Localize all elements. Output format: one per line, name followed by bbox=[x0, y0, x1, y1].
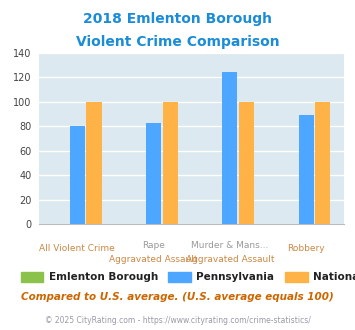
Bar bbox=[163, 102, 178, 224]
Bar bbox=[87, 102, 102, 224]
Text: © 2025 CityRating.com - https://www.cityrating.com/crime-statistics/: © 2025 CityRating.com - https://www.city… bbox=[45, 316, 310, 325]
Bar bbox=[70, 126, 85, 224]
Text: Violent Crime Comparison: Violent Crime Comparison bbox=[76, 35, 279, 49]
Text: Aggravated Assault: Aggravated Assault bbox=[109, 255, 198, 264]
Text: Murder & Mans...: Murder & Mans... bbox=[191, 241, 268, 250]
Text: Robbery: Robbery bbox=[287, 244, 325, 253]
Bar bbox=[315, 102, 331, 224]
Bar bbox=[239, 102, 254, 224]
Bar bbox=[222, 72, 237, 224]
Text: Aggravated Assault: Aggravated Assault bbox=[186, 255, 274, 264]
Bar bbox=[299, 115, 314, 224]
Bar bbox=[146, 123, 161, 224]
Text: 2018 Emlenton Borough: 2018 Emlenton Borough bbox=[83, 12, 272, 25]
Legend: Emlenton Borough, Pennsylvania, National: Emlenton Borough, Pennsylvania, National bbox=[16, 267, 355, 286]
Text: Rape: Rape bbox=[142, 241, 165, 250]
Text: All Violent Crime: All Violent Crime bbox=[39, 244, 115, 253]
Text: Compared to U.S. average. (U.S. average equals 100): Compared to U.S. average. (U.S. average … bbox=[21, 292, 334, 302]
